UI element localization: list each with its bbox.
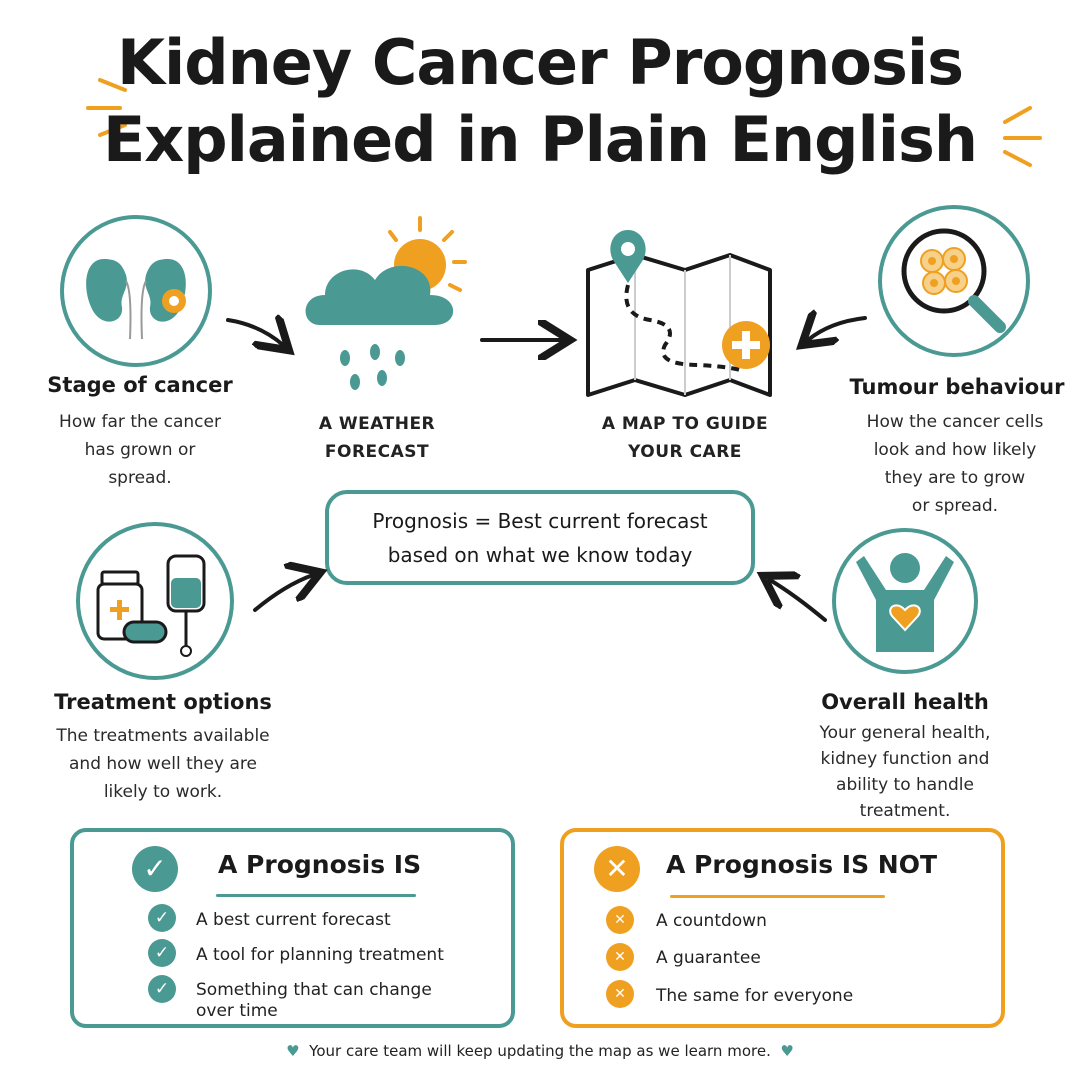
desc-line: treatment. xyxy=(859,801,951,821)
title-underline xyxy=(216,894,416,897)
label-line: A WEATHER xyxy=(318,414,436,434)
sparkle-icon xyxy=(1003,106,1042,167)
heart-icon: ♥ xyxy=(286,1042,300,1060)
label-line: FORECAST xyxy=(324,442,430,462)
stage-circle xyxy=(60,215,212,367)
treatment-desc: The treatments available and how well th… xyxy=(43,722,283,806)
prognosis-is-box: ✓ A Prognosis IS ✓ A best current foreca… xyxy=(70,828,515,1028)
item-line: over time xyxy=(196,1001,278,1021)
sparkle-icon xyxy=(86,78,127,137)
is-item: A tool for planning treatment xyxy=(196,945,444,965)
title-line-2: Explained in Plain English xyxy=(102,103,978,176)
health-desc: Your general health, kidney function and… xyxy=(795,720,1015,824)
map-route-icon xyxy=(586,230,772,397)
desc-line: they are to grow xyxy=(884,468,1026,488)
desc-line: The treatments available xyxy=(56,726,270,746)
definition-line: based on what we know today xyxy=(387,543,693,567)
health-title: Overall health xyxy=(821,690,989,714)
kidney-icon xyxy=(86,259,186,340)
title-line-1: Kidney Cancer Prognosis xyxy=(116,26,964,99)
x-icon: ✕ xyxy=(594,846,640,892)
is-not-item: The same for everyone xyxy=(656,986,854,1006)
tumour-desc: How the cancer cells look and how likely… xyxy=(845,408,1065,520)
heart-icon: ♥ xyxy=(780,1042,794,1060)
is-not-item: A countdown xyxy=(656,911,767,931)
desc-line: likely to work. xyxy=(103,782,223,802)
check-icon: ✓ xyxy=(132,846,178,892)
treatment-circle xyxy=(76,522,234,680)
item-line: Something that can change xyxy=(196,980,432,1000)
desc-line: ability to handle xyxy=(836,775,974,795)
tumour-circle xyxy=(878,205,1030,357)
treatment-title: Treatment options xyxy=(54,690,272,714)
check-icon: ✓ xyxy=(148,904,176,932)
stage-desc: How far the cancer has grown or spread. xyxy=(40,408,240,492)
is-item: A best current forecast xyxy=(196,910,391,930)
desc-line: or spread. xyxy=(911,496,999,516)
prognosis-definition-box: Prognosis = Best current forecast based … xyxy=(325,490,755,585)
is-title: A Prognosis IS xyxy=(218,850,422,879)
is-item: Something that can change over time xyxy=(196,980,432,1022)
magnifier-cells-icon xyxy=(901,228,1006,333)
desc-line: has grown or xyxy=(84,440,196,460)
desc-line: spread. xyxy=(108,468,172,488)
definition-line: Prognosis = Best current forecast xyxy=(372,509,708,533)
tumour-title: Tumour behaviour xyxy=(849,375,1065,399)
arrow-icon xyxy=(770,580,827,622)
footer: ♥ Your care team will keep updating the … xyxy=(0,1042,1080,1060)
is-not-title: A Prognosis IS NOT xyxy=(666,850,938,879)
desc-line: How the cancer cells xyxy=(866,412,1044,432)
map-label: A MAP TO GUIDE YOUR CARE xyxy=(590,410,780,466)
desc-line: Your general health, xyxy=(819,723,991,743)
x-icon: ✕ xyxy=(606,906,634,934)
prognosis-is-not-box: ✕ A Prognosis IS NOT ✕ A countdown ✕ A g… xyxy=(560,828,1005,1028)
health-circle xyxy=(832,528,978,674)
desc-line: How far the cancer xyxy=(59,412,221,432)
x-icon: ✕ xyxy=(606,943,634,971)
label-line: YOUR CARE xyxy=(628,442,742,462)
arrow-icon xyxy=(226,320,283,345)
desc-line: and how well they are xyxy=(69,754,257,774)
arrow-icon xyxy=(808,318,867,340)
weather-label: A WEATHER FORECAST xyxy=(287,410,467,466)
check-icon: ✓ xyxy=(148,939,176,967)
desc-line: look and how likely xyxy=(873,440,1037,460)
person-heart-icon xyxy=(856,553,954,652)
check-icon: ✓ xyxy=(148,975,176,1003)
weather-cloud-sun-icon xyxy=(305,216,467,390)
footer-text: Your care team will keep updating the ma… xyxy=(309,1042,771,1060)
stage-title: Stage of cancer xyxy=(47,373,233,397)
medicine-iv-icon xyxy=(96,554,206,657)
x-icon: ✕ xyxy=(606,980,634,1008)
desc-line: kidney function and xyxy=(820,749,990,769)
arrow-icon xyxy=(253,575,313,612)
title-underline xyxy=(670,895,885,898)
label-line: A MAP TO GUIDE xyxy=(601,414,769,434)
is-not-item: A guarantee xyxy=(656,948,761,968)
